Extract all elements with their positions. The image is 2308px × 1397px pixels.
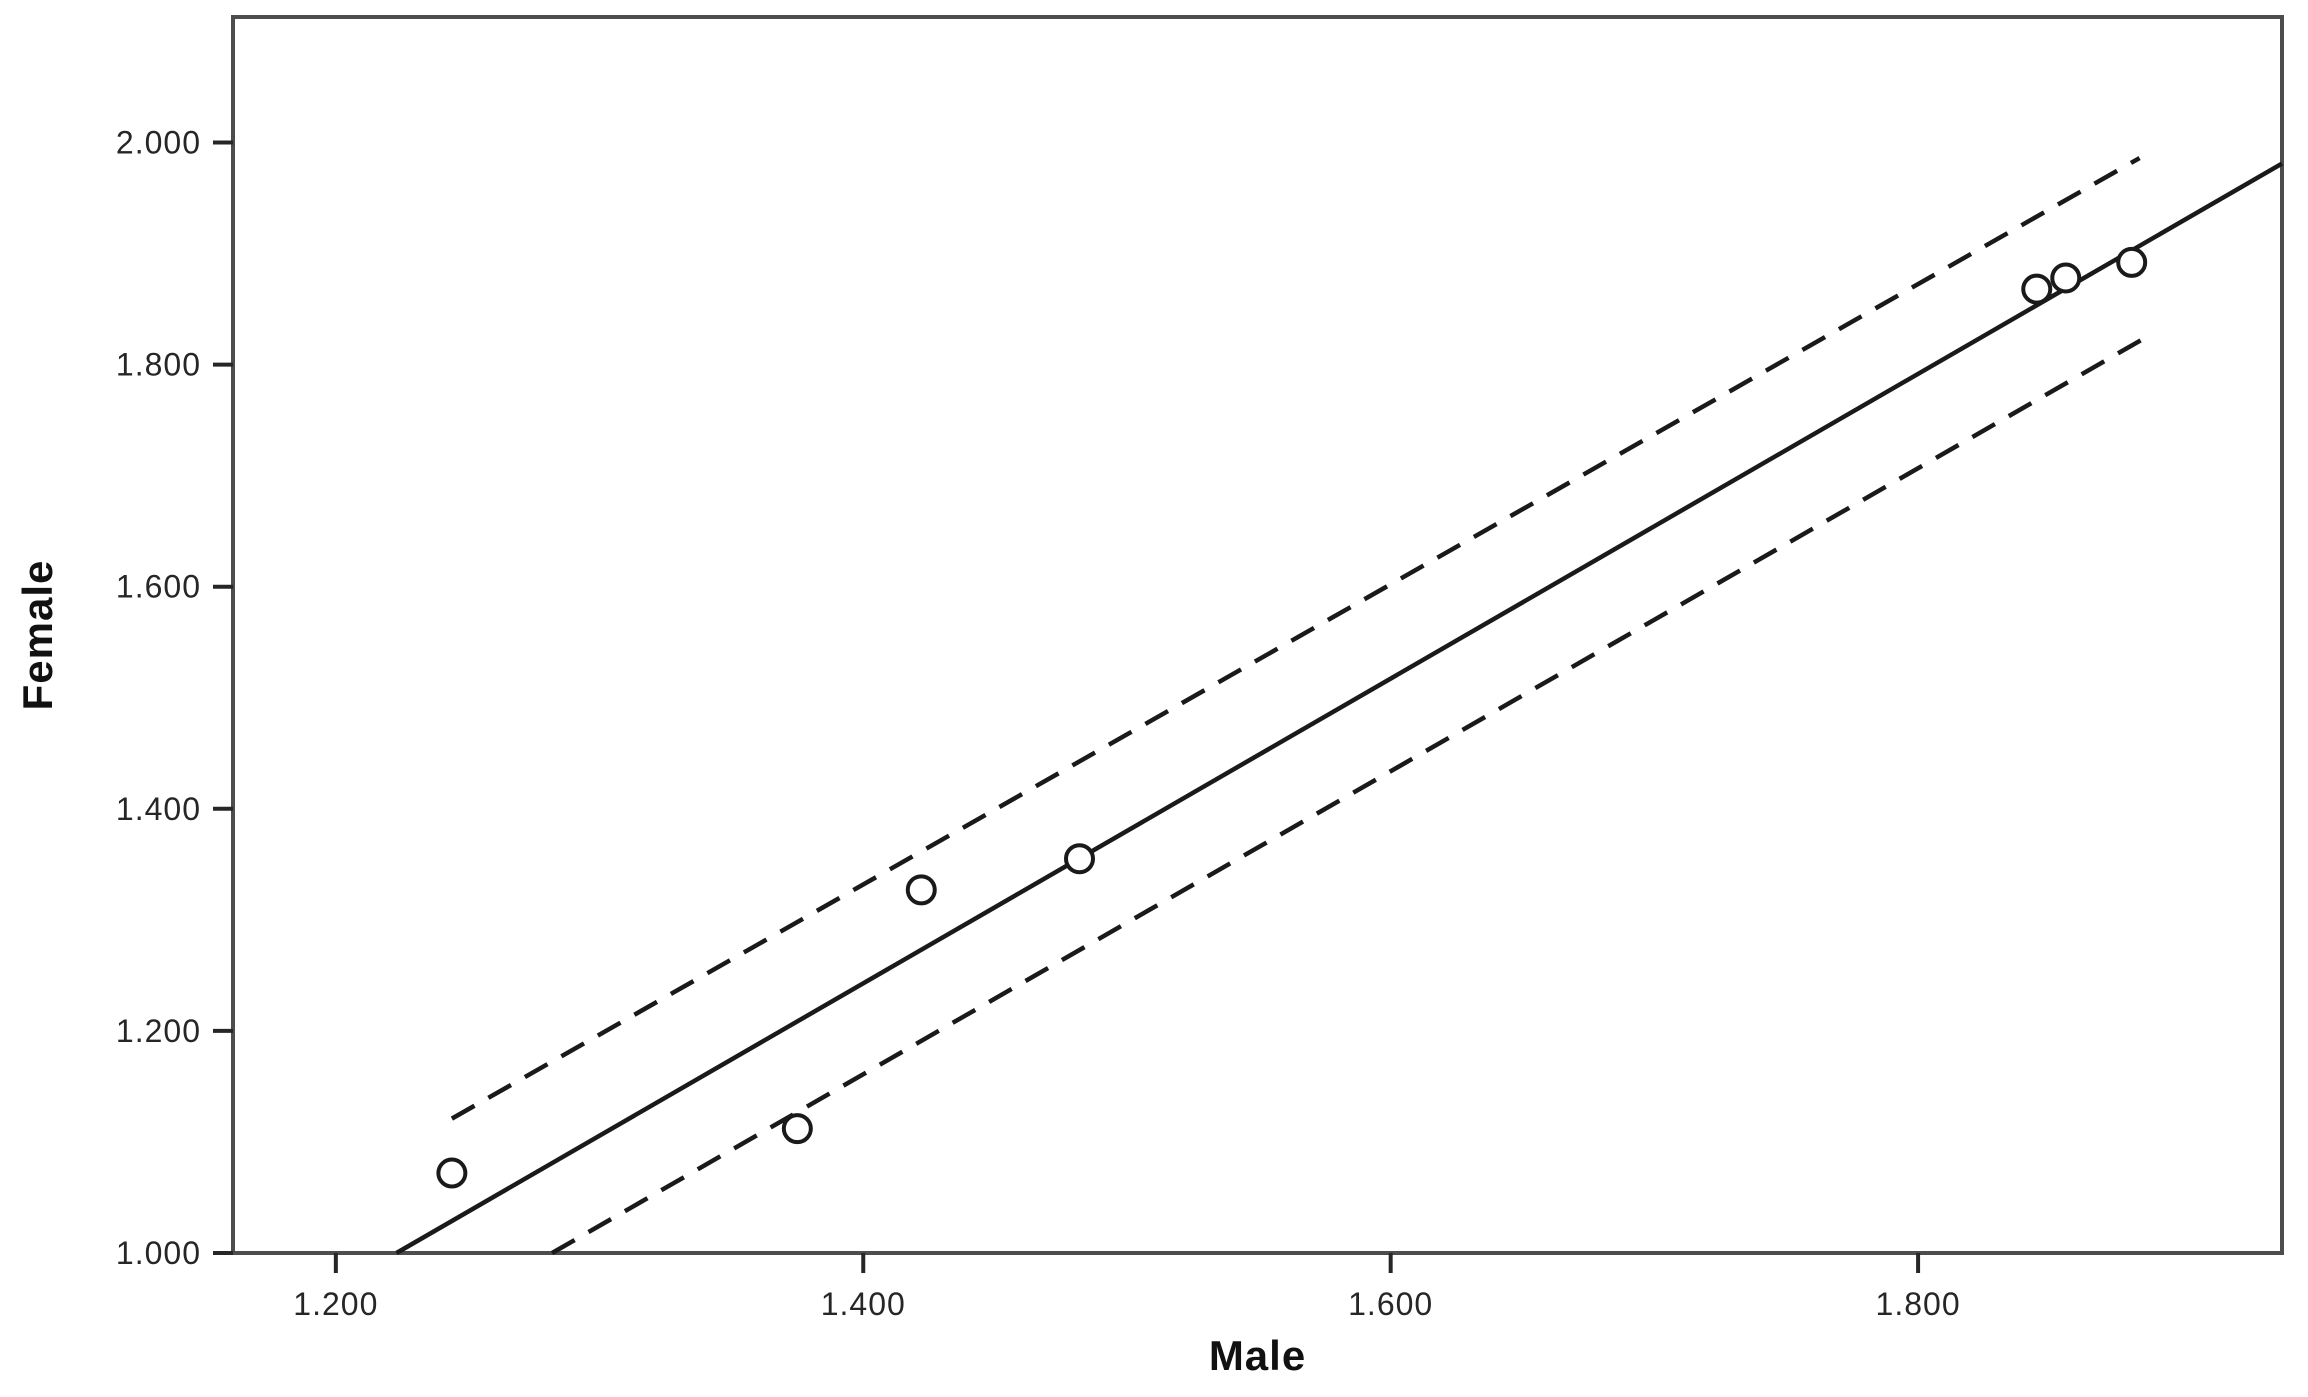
- y-tick-label: 1.800: [116, 347, 201, 383]
- x-axis-title: Male: [1208, 1332, 1307, 1379]
- y-tick-label: 1.200: [116, 1013, 201, 1049]
- ci-lower-line: [550, 335, 2146, 1255]
- data-point: [436, 1157, 468, 1189]
- ci-upper-line: [450, 156, 2141, 1121]
- data-point: [2116, 246, 2148, 278]
- y-axis-title: Female: [14, 559, 61, 711]
- data-point: [905, 874, 937, 906]
- x-tick-label: 1.400: [821, 1286, 906, 1322]
- x-tick-label: 1.200: [293, 1286, 378, 1322]
- data-point: [781, 1113, 813, 1145]
- data-point: [1063, 843, 1095, 875]
- y-tick-label: 2.000: [116, 124, 201, 160]
- plot-frame: [231, 15, 2284, 1255]
- data-point: [2050, 262, 2082, 294]
- y-tick-label: 1.400: [116, 791, 201, 827]
- data-point: [2021, 273, 2053, 305]
- fit-line: [395, 161, 2284, 1255]
- x-tick-label: 1.800: [1876, 1286, 1961, 1322]
- x-tick-label: 1.600: [1348, 1286, 1433, 1322]
- y-tick-label: 1.000: [116, 1235, 201, 1271]
- y-tick-label: 1.600: [116, 569, 201, 605]
